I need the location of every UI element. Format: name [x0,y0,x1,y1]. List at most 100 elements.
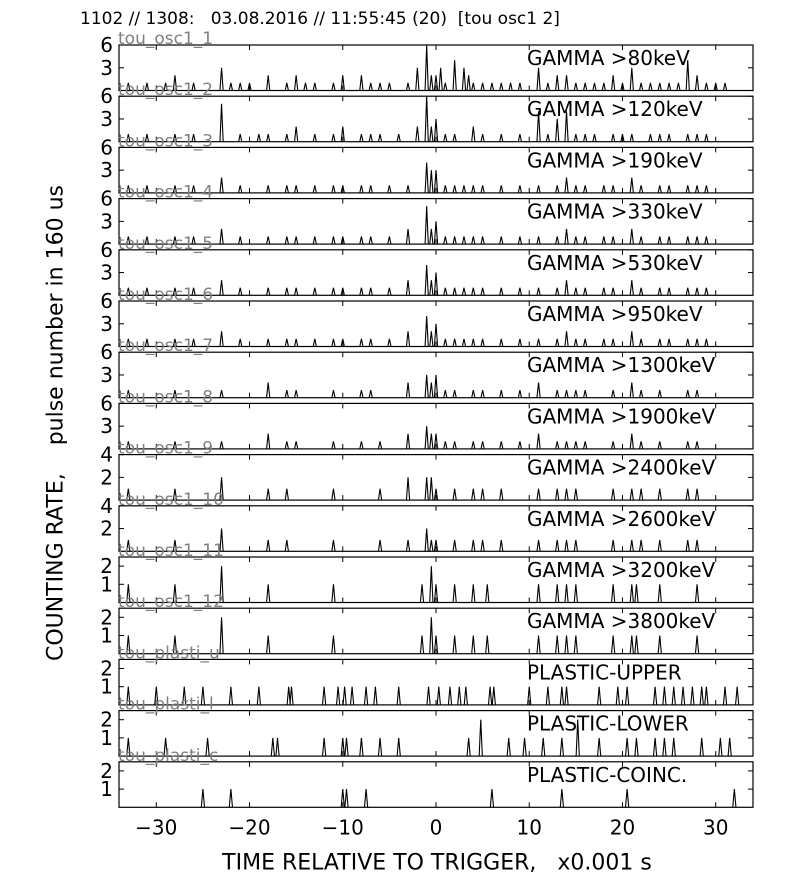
count-peak [536,488,541,501]
count-peak [517,134,523,142]
count-peak [718,737,723,757]
count-peak [219,228,224,245]
count-peak [564,686,569,705]
panel-tou-osc1-5: 36 GAMMA >530keV tou_osc1_5 [100,234,754,296]
count-peak [396,134,401,142]
y-tick-label: 4 [100,443,113,467]
count-peak [573,390,578,398]
count-peak [555,441,560,450]
count-peak [452,539,457,552]
count-peak [685,390,690,398]
count-peak [583,287,588,296]
count-peak [485,584,490,603]
count-peak [471,82,476,91]
count-peak [344,789,349,808]
count-peak [172,75,178,91]
count-peak [443,287,448,296]
count-peak [219,566,224,603]
count-peak [638,441,644,450]
count-peak [340,236,345,245]
x-tick-label: −20 [228,815,270,839]
count-peak [601,287,606,296]
count-peak [172,635,178,654]
count-peak [573,287,578,296]
count-peak [331,82,336,91]
count-peak [499,539,504,552]
count-peak [545,134,551,142]
count-peak [340,338,345,347]
count-peak [583,134,588,142]
count-peak [657,441,662,450]
count-peak [331,287,336,296]
count-peak [126,236,131,245]
count-peak [436,686,441,705]
panel-id-label: tou_osc1_7 [118,336,213,356]
count-peak [126,686,131,705]
count-peak [340,789,345,808]
count-peak [611,390,616,398]
count-peak [517,338,523,347]
count-peak [331,635,336,654]
count-peak [443,338,448,347]
count-peak [266,185,271,194]
count-peak [284,488,289,501]
count-peak [694,441,700,450]
y-tick-label: 6 [100,33,113,57]
count-peak [499,441,504,450]
count-peak [699,686,704,705]
count-peak [219,331,224,347]
count-peak [424,426,429,449]
count-peak [463,686,468,705]
y-tick-label: 6 [100,340,113,364]
count-peak [424,264,429,296]
count-peak [634,737,639,757]
count-peak [461,287,467,296]
count-peak [517,441,523,450]
count-peak [657,185,662,194]
count-peak [340,185,345,194]
count-peak [340,75,345,91]
panel-id-label: tou_osc1_11 [118,541,224,561]
count-peak [144,134,150,142]
count-peak [368,134,373,142]
count-peak [238,236,243,245]
count-peak [312,287,317,296]
count-peak [471,635,476,654]
count-peak [429,433,434,449]
count-peak [536,67,541,91]
y-tick-label: 3 [100,261,113,285]
count-peak [624,737,630,757]
count-peak [694,488,700,501]
count-peak [694,75,700,91]
count-peak [387,236,392,245]
y-tick-label: 2 [100,554,113,578]
count-peak [480,441,485,450]
count-peak [457,686,462,705]
count-peak [429,75,434,91]
panel-id-label: tou_osc1_2 [118,80,213,100]
count-peak [331,236,336,245]
count-peak [489,82,495,91]
count-peak [452,390,457,398]
count-peak [429,170,434,193]
count-peak [583,338,588,347]
count-peak [154,686,159,705]
count-peak [522,737,527,757]
count-peak [294,338,299,347]
count-peak [405,280,411,296]
count-peak [452,134,457,142]
count-peak [359,287,364,296]
count-peak [387,287,392,296]
count-peak [331,488,336,501]
count-peak [657,390,662,398]
y-tick-label: 2 [100,657,113,681]
count-peak [536,236,541,245]
count-peak [359,185,364,194]
count-peak [312,82,317,91]
count-peak [461,185,467,194]
count-peak [685,287,690,296]
count-peak [657,539,662,552]
count-peak [471,539,476,552]
count-peak [471,488,476,501]
y-tick-label: 3 [100,363,113,387]
